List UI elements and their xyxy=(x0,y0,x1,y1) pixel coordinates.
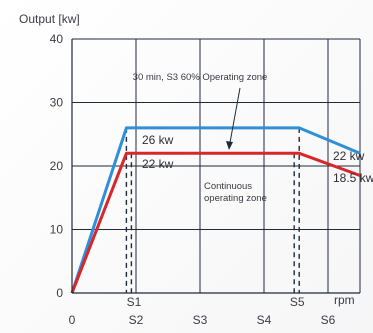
series-line-s3 xyxy=(70,126,361,294)
x-tick-S2: S2 xyxy=(129,313,144,327)
x-tick-upper-S1: S1 xyxy=(127,295,142,309)
x-tick-upper-S5: S5 xyxy=(290,295,305,309)
axes xyxy=(71,39,360,294)
data-label-cont-end: 18.5 kw xyxy=(333,171,373,185)
annotation-continuous-zone: operating zone xyxy=(204,193,267,204)
annotation-pointer-head xyxy=(226,141,233,150)
y-tick-30: 30 xyxy=(50,96,64,110)
y-tick-20: 20 xyxy=(50,159,64,173)
annotation-continuous-zone: Continuous xyxy=(204,181,252,192)
y-tick-0: 0 xyxy=(56,286,63,300)
x-tick-S3: S3 xyxy=(193,313,208,327)
data-label-cont-plateau: 22 kw xyxy=(142,157,174,171)
data-label-s3-end: 22 kw xyxy=(333,149,365,163)
annotation-s3-zone: 30 min, S3 60% Operating zone xyxy=(133,72,268,83)
x-tick-S6: S6 xyxy=(321,313,336,327)
chart-text: Output [kw] rpm 0 10 20 30 40 0 S2 S3 S4 S6 S1 S5 30… xyxy=(19,12,373,327)
y-tick-10: 10 xyxy=(50,223,64,237)
x-tick-0: 0 xyxy=(69,313,76,327)
x-tick-S4: S4 xyxy=(257,313,272,327)
y-tick-40: 40 xyxy=(50,32,64,46)
series-lines xyxy=(70,126,361,294)
y-axis-label: Output [kw] xyxy=(19,12,80,26)
annotation-pointer xyxy=(228,87,241,149)
series-line-continuous xyxy=(70,151,361,294)
data-label-s3-plateau: 26 kw xyxy=(142,133,174,147)
x-axis-label: rpm xyxy=(334,293,355,307)
